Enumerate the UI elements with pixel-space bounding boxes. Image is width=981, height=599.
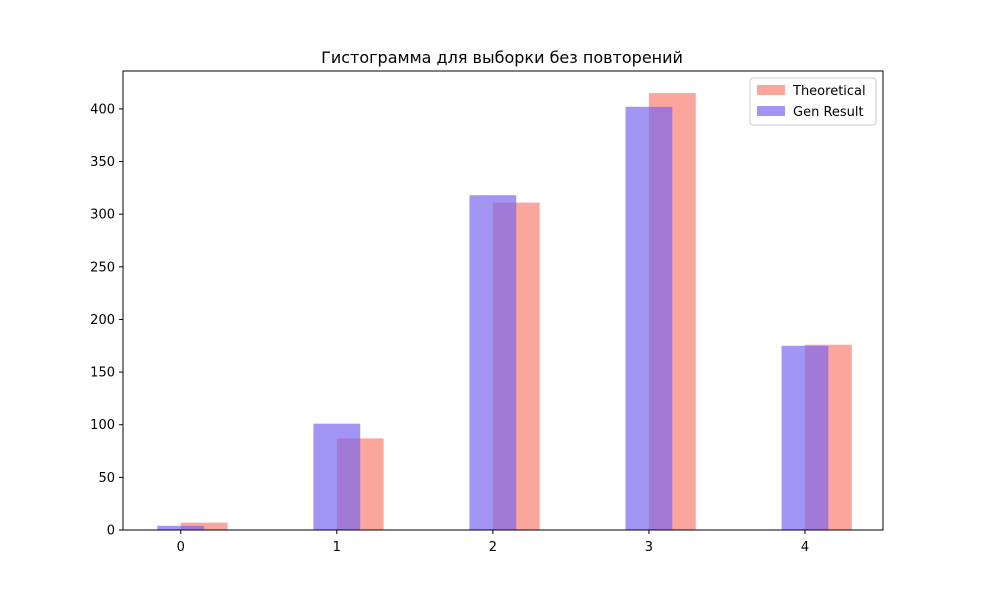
legend-swatch-gen-result [757,106,785,116]
y-tick-label-200: 200 [90,313,115,328]
legend-label-gen-result: Gen Result [793,105,864,120]
y-tick-label-400: 400 [90,102,115,117]
y-tick-label-0: 0 [107,524,115,539]
y-tick-label-150: 150 [90,366,115,381]
bars-layer [157,93,852,531]
y-tick-label-300: 300 [90,208,115,223]
legend-label-theoretical: Theoretical [792,84,866,99]
y-tick-label-50: 50 [98,471,115,486]
x-tick-label-2: 2 [489,540,497,555]
bar-gen-result-4 [781,345,829,530]
bar-gen-result-2 [469,195,517,530]
bar-gen-result-3 [625,106,673,530]
legend-swatch-theoretical [757,85,785,95]
bar-gen-result-0 [157,525,205,530]
y-tick-label-250: 250 [90,260,115,275]
legend: Theoretical Gen Result [749,77,877,126]
axes-layer: 0 50 100 150 200 250 300 350 400 0 1 2 3 4 [90,70,884,555]
bar-gen-result-1 [313,423,361,530]
x-tick-label-1: 1 [333,540,341,555]
y-tick-label-350: 350 [90,155,115,170]
chart-title: Гистограмма для выборки без повторений [321,48,683,67]
x-tick-label-4: 4 [801,540,809,555]
x-tick-label-3: 3 [645,540,653,555]
x-tick-label-0: 0 [177,540,185,555]
y-tick-label-100: 100 [90,418,115,433]
plot-frame [122,70,884,531]
